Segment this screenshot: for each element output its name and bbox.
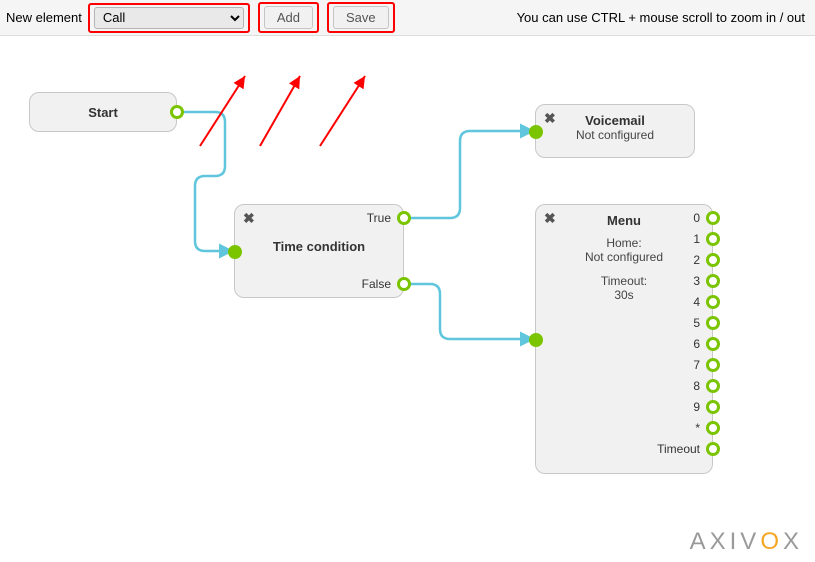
input-port[interactable] bbox=[529, 333, 543, 347]
node-vm-subtitle: Not configured bbox=[536, 128, 694, 142]
node-vm-title: Voicemail bbox=[536, 105, 694, 128]
output-port[interactable] bbox=[706, 379, 720, 393]
port-label: 9 bbox=[693, 400, 700, 414]
port-label: 8 bbox=[693, 379, 700, 393]
logo-text: AXIV bbox=[690, 528, 761, 556]
port-label: 3 bbox=[693, 274, 700, 288]
output-port[interactable] bbox=[706, 358, 720, 372]
output-port[interactable] bbox=[706, 253, 720, 267]
output-port[interactable] bbox=[706, 337, 720, 351]
port-label: 0 bbox=[693, 211, 700, 225]
output-port[interactable] bbox=[706, 421, 720, 435]
output-port[interactable] bbox=[706, 316, 720, 330]
node-menu-title: Menu bbox=[536, 205, 712, 228]
node-time-condition[interactable]: ✖ Time condition TrueFalse bbox=[234, 204, 404, 298]
output-port[interactable] bbox=[397, 211, 411, 225]
port-label: 1 bbox=[693, 232, 700, 246]
save-button[interactable]: Save bbox=[333, 6, 389, 29]
node-start-title: Start bbox=[30, 93, 176, 132]
input-port[interactable] bbox=[228, 245, 242, 259]
node-menu[interactable]: ✖ Menu Home: Not configured Timeout: 30s… bbox=[535, 204, 713, 474]
node-voicemail[interactable]: ✖ Voicemail Not configured bbox=[535, 104, 695, 158]
add-button-highlight: Add bbox=[258, 2, 319, 33]
port-label: 4 bbox=[693, 295, 700, 309]
port-label: 7 bbox=[693, 358, 700, 372]
output-port[interactable] bbox=[706, 400, 720, 414]
node-menu-line: 30s bbox=[536, 288, 712, 302]
output-port[interactable] bbox=[706, 232, 720, 246]
output-port[interactable] bbox=[706, 274, 720, 288]
node-menu-line: Not configured bbox=[536, 250, 712, 264]
output-port[interactable] bbox=[397, 277, 411, 291]
node-menu-line: Timeout: bbox=[536, 274, 712, 288]
toolbar: New element Call Add Save You can use CT… bbox=[0, 0, 815, 36]
input-port[interactable] bbox=[529, 125, 543, 139]
logo-text: X bbox=[783, 528, 803, 556]
save-button-highlight: Save bbox=[327, 2, 395, 33]
new-element-label: New element bbox=[6, 10, 82, 25]
port-label: True bbox=[367, 211, 391, 225]
logo-accent: O bbox=[760, 528, 783, 556]
add-button[interactable]: Add bbox=[264, 6, 313, 29]
output-port[interactable] bbox=[706, 295, 720, 309]
port-label: 2 bbox=[693, 253, 700, 267]
close-icon[interactable]: ✖ bbox=[544, 111, 556, 125]
close-icon[interactable]: ✖ bbox=[243, 211, 255, 225]
node-start[interactable]: Start bbox=[29, 92, 177, 132]
port-label: * bbox=[695, 421, 700, 435]
port-label: 5 bbox=[693, 316, 700, 330]
output-port[interactable] bbox=[170, 105, 184, 119]
output-port[interactable] bbox=[706, 442, 720, 456]
port-label: Timeout bbox=[657, 442, 700, 456]
close-icon[interactable]: ✖ bbox=[544, 211, 556, 225]
element-select[interactable]: Call bbox=[94, 7, 244, 29]
flow-canvas[interactable]: Start ✖ Time condition TrueFalse ✖ Voice… bbox=[0, 36, 815, 562]
output-port[interactable] bbox=[706, 211, 720, 225]
zoom-hint: You can use CTRL + mouse scroll to zoom … bbox=[517, 10, 809, 25]
brand-logo: AXIVOX bbox=[690, 528, 803, 556]
element-select-highlight: Call bbox=[88, 3, 250, 33]
node-menu-line: Home: bbox=[536, 236, 712, 250]
port-label: False bbox=[362, 277, 391, 291]
port-label: 6 bbox=[693, 337, 700, 351]
